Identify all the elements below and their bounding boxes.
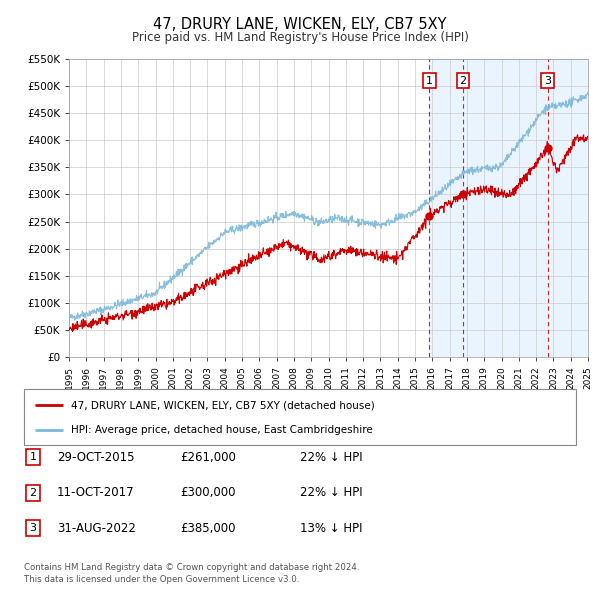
Text: This data is licensed under the Open Government Licence v3.0.: This data is licensed under the Open Gov… — [24, 575, 299, 584]
Text: £300,000: £300,000 — [180, 486, 235, 499]
Text: 47, DRURY LANE, WICKEN, ELY, CB7 5XY: 47, DRURY LANE, WICKEN, ELY, CB7 5XY — [153, 17, 447, 31]
Text: £385,000: £385,000 — [180, 522, 235, 535]
Text: 31-AUG-2022: 31-AUG-2022 — [57, 522, 136, 535]
Text: 22% ↓ HPI: 22% ↓ HPI — [300, 486, 362, 499]
Text: Contains HM Land Registry data © Crown copyright and database right 2024.: Contains HM Land Registry data © Crown c… — [24, 563, 359, 572]
Text: 22% ↓ HPI: 22% ↓ HPI — [300, 451, 362, 464]
Text: HPI: Average price, detached house, East Cambridgeshire: HPI: Average price, detached house, East… — [71, 425, 373, 435]
Text: 29-OCT-2015: 29-OCT-2015 — [57, 451, 134, 464]
Text: 3: 3 — [29, 523, 37, 533]
Text: 1: 1 — [426, 76, 433, 86]
Text: 13% ↓ HPI: 13% ↓ HPI — [300, 522, 362, 535]
Text: 11-OCT-2017: 11-OCT-2017 — [57, 486, 134, 499]
Text: 47, DRURY LANE, WICKEN, ELY, CB7 5XY (detached house): 47, DRURY LANE, WICKEN, ELY, CB7 5XY (de… — [71, 400, 374, 410]
Text: 2: 2 — [460, 76, 467, 86]
Text: 3: 3 — [544, 76, 551, 86]
Bar — [430, 59, 588, 357]
Text: £261,000: £261,000 — [180, 451, 236, 464]
Text: Price paid vs. HM Land Registry's House Price Index (HPI): Price paid vs. HM Land Registry's House … — [131, 31, 469, 44]
Text: 2: 2 — [29, 488, 37, 497]
Text: 1: 1 — [29, 453, 37, 462]
